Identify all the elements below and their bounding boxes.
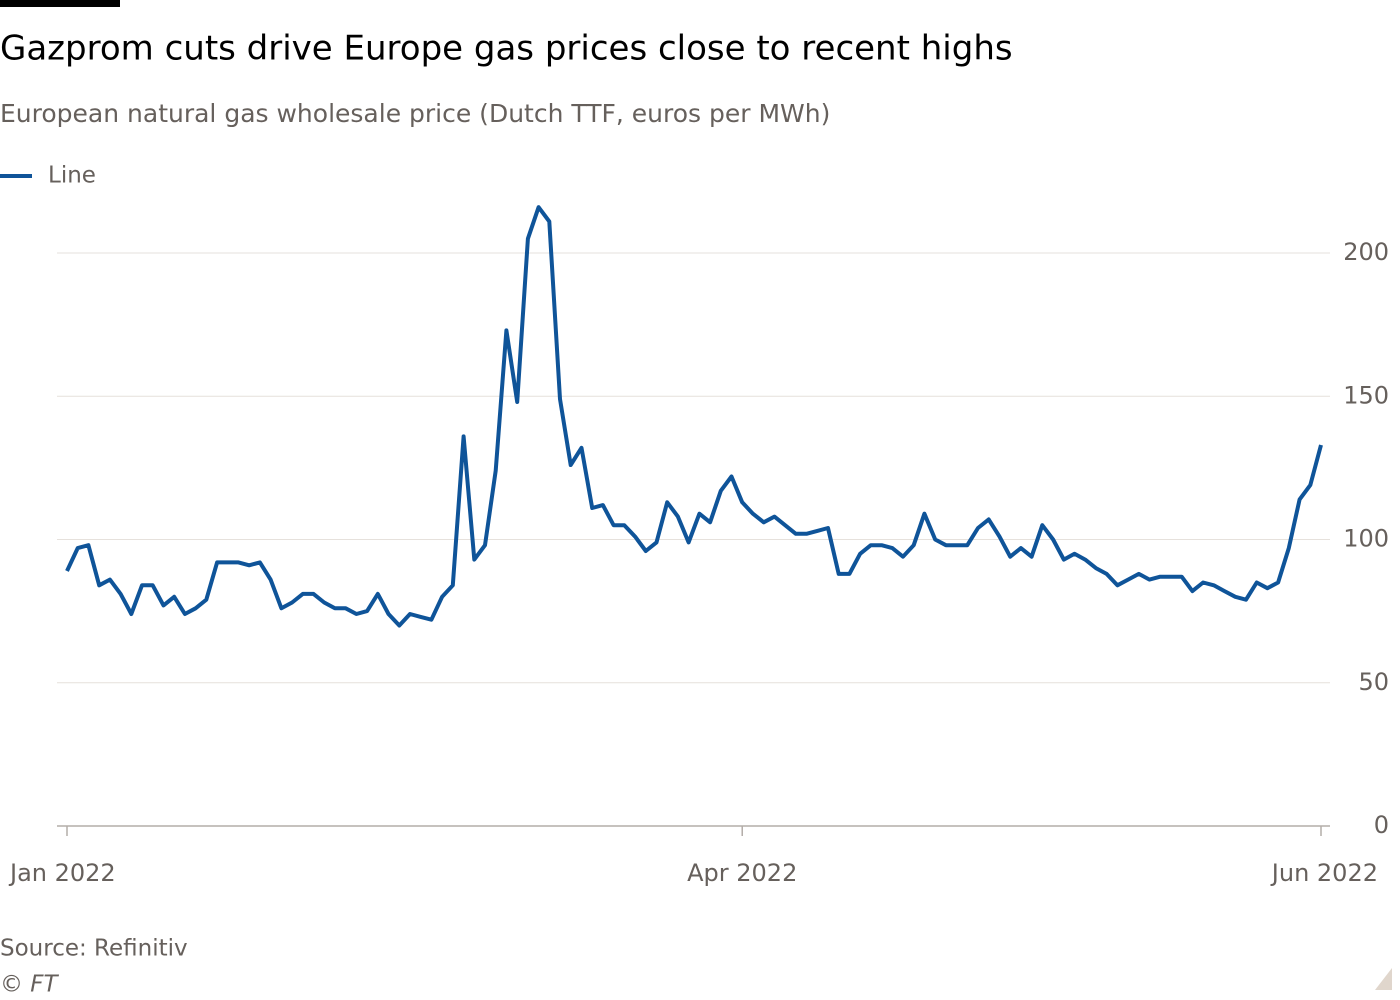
brand-bar [0, 0, 120, 7]
y-tick-label: 100 [1343, 525, 1389, 553]
chart-subtitle: European natural gas wholesale price (Du… [0, 99, 830, 128]
x-tick-label: Apr 2022 [687, 859, 797, 887]
y-tick-label: 150 [1343, 381, 1389, 409]
credit: © FT [0, 972, 60, 998]
x-tick-label: Jun 2022 [1270, 859, 1378, 887]
legend-label: Line [48, 163, 96, 189]
y-tick-label: 0 [1374, 811, 1389, 839]
data-line [65, 205, 1323, 628]
y-tick-label: 50 [1358, 668, 1389, 696]
x-tick-label: Jan 2022 [8, 859, 116, 887]
source: Source: Refinitiv [0, 936, 188, 962]
y-tick-label: 200 [1343, 238, 1389, 266]
corner-mark [1375, 968, 1392, 990]
chart-title: Gazprom cuts drive Europe gas prices clo… [0, 29, 1013, 69]
